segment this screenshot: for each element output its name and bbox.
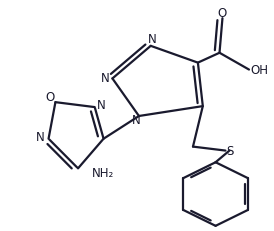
Text: N: N <box>101 71 110 85</box>
Text: N: N <box>132 113 141 126</box>
Text: S: S <box>226 144 233 157</box>
Text: N: N <box>97 99 106 112</box>
Text: OH: OH <box>250 64 268 77</box>
Text: N: N <box>36 130 45 143</box>
Text: O: O <box>45 91 55 103</box>
Text: NH₂: NH₂ <box>92 167 114 180</box>
Text: N: N <box>148 33 156 46</box>
Text: O: O <box>218 7 227 20</box>
